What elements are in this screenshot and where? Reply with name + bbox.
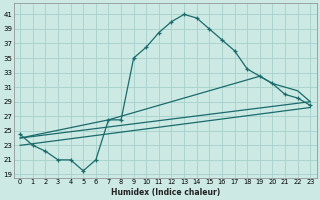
X-axis label: Humidex (Indice chaleur): Humidex (Indice chaleur): [111, 188, 220, 197]
